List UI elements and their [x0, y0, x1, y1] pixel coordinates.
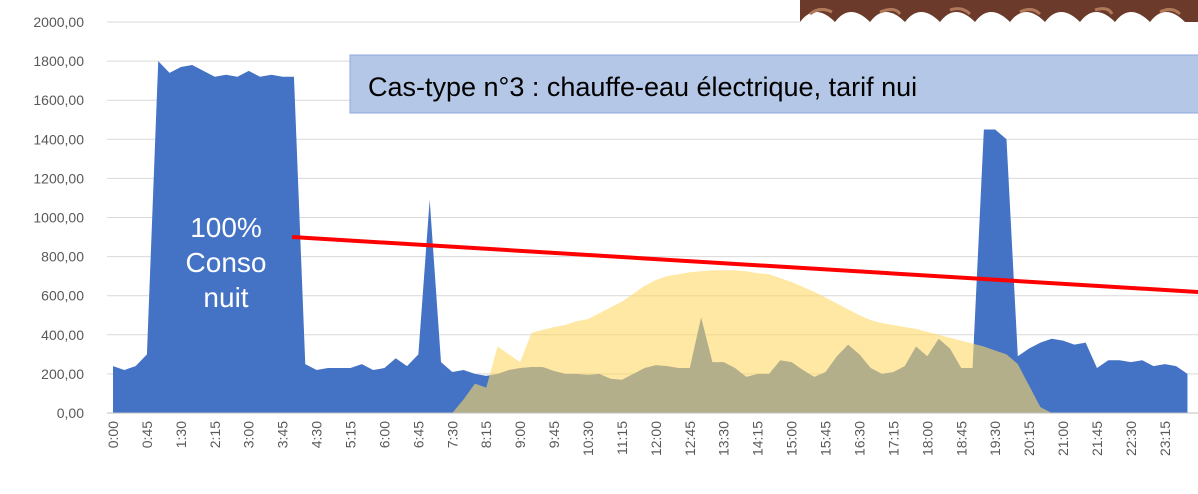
photo-edge	[800, 12, 1198, 26]
x-tick-label: 7:30	[444, 421, 460, 448]
area-series	[113, 61, 1188, 413]
photo-texture	[809, 7, 1182, 16]
x-tick-label: 23:15	[1157, 421, 1173, 456]
trend-annotation-line	[291, 235, 1198, 294]
annotation-box	[349, 54, 1198, 114]
x-tick-label: 18:00	[919, 421, 935, 456]
x-tick-label: 21:45	[1089, 421, 1105, 456]
annotation: 100%	[190, 212, 262, 243]
y-tick-label: 1000,00	[33, 210, 84, 226]
y-tick-label: 400,00	[41, 327, 84, 343]
area-series	[113, 270, 1188, 413]
x-tick-label: 15:45	[818, 421, 834, 456]
plot-area	[113, 61, 1188, 413]
x-tick-label: 17:15	[885, 421, 901, 456]
y-tick-label: 800,00	[41, 249, 84, 265]
x-tick-label: 22:30	[1123, 421, 1139, 456]
x-tick-label: 10:30	[580, 421, 596, 456]
annotation: Cas-type n°3 : chauffe-eau électrique, t…	[368, 72, 917, 102]
x-tick-label: 13:30	[716, 421, 732, 456]
photo-fragment	[800, 0, 1198, 26]
x-tick-label: 2:15	[207, 421, 223, 448]
x-tick-label: 14:15	[750, 421, 766, 456]
annotation: Conso	[186, 247, 267, 278]
x-tick-label: 8:15	[478, 421, 494, 448]
annotation: nuit	[203, 282, 248, 313]
x-tick-label: 19:30	[987, 421, 1003, 456]
x-tick-label: 6:00	[376, 421, 392, 448]
x-tick-label: 12:00	[648, 421, 664, 456]
x-tick-label: 9:45	[546, 421, 562, 448]
x-tick-label: 21:00	[1055, 421, 1071, 456]
x-tick-label: 5:15	[343, 421, 359, 448]
x-tick-label: 18:45	[953, 421, 969, 456]
y-tick-label: 1800,00	[33, 53, 84, 69]
x-tick-label: 4:30	[309, 421, 325, 448]
x-tick-label: 0:00	[105, 421, 121, 448]
y-tick-label: 600,00	[41, 288, 84, 304]
y-tick-label: 0,00	[57, 405, 84, 421]
y-tick-label: 1600,00	[33, 92, 84, 108]
y-tick-label: 2000,00	[33, 14, 84, 30]
x-tick-label: 0:45	[139, 421, 155, 448]
y-tick-label: 1400,00	[33, 131, 84, 147]
x-tick-label: 20:15	[1021, 421, 1037, 456]
x-tick-label: 12:45	[682, 421, 698, 456]
y-tick-label: 200,00	[41, 366, 84, 382]
x-tick-label: 3:45	[275, 421, 291, 448]
x-tick-label: 15:00	[784, 421, 800, 456]
x-tick-label: 11:15	[614, 421, 630, 455]
x-tick-label: 9:00	[512, 421, 528, 448]
x-tick-label: 1:30	[173, 421, 189, 448]
x-tick-label: 3:00	[241, 421, 257, 448]
x-tick-label: 16:30	[851, 421, 867, 456]
x-tick-label: 6:45	[410, 421, 426, 448]
axis-labels: 0,00 200,00 400,00 600,00 800,00 1000,00 1200,…	[33, 14, 1198, 456]
y-tick-label: 1200,00	[33, 170, 84, 186]
